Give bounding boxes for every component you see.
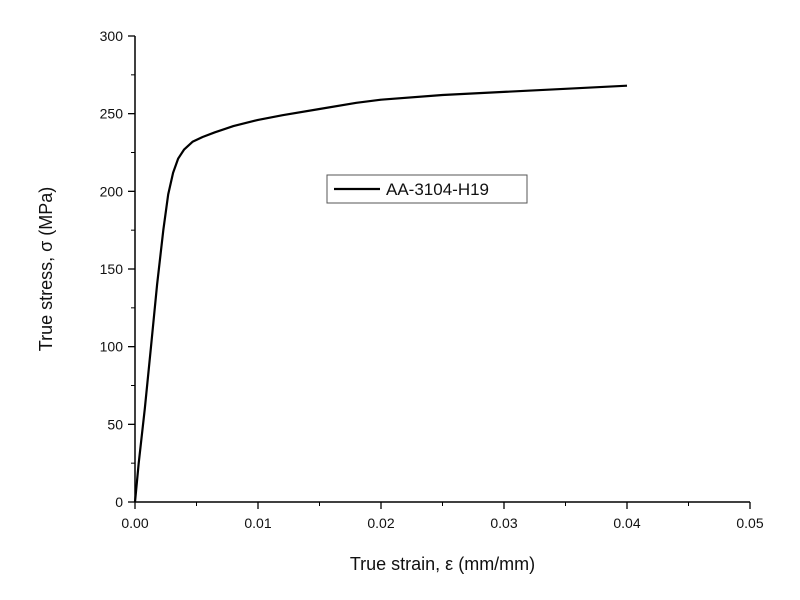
- y-axis-ticks: 0 50 100 150 200 250 300: [100, 28, 135, 510]
- y-tick-label: 200: [100, 183, 124, 199]
- y-tick-label: 150: [100, 261, 124, 277]
- y-tick-label: 50: [107, 416, 123, 432]
- y-tick-label: 0: [115, 494, 123, 510]
- x-tick-label: 0.00: [121, 515, 148, 531]
- y-tick-label: 300: [100, 28, 124, 44]
- series-line-aa-3104-h19: [133, 84, 628, 503]
- y-tick-label: 100: [100, 339, 124, 355]
- x-axis-ticks: 0.00 0.01 0.02 0.03 0.04 0.05: [121, 502, 764, 531]
- y-tick-label: 250: [100, 106, 124, 122]
- legend: AA-3104-H19: [326, 174, 528, 204]
- x-tick-label: 0.05: [736, 515, 763, 531]
- x-axis-label: True strain, ε (mm/mm): [350, 554, 535, 574]
- y-axis-label: True stress, σ (MPa): [36, 187, 56, 351]
- x-tick-label: 0.04: [613, 515, 640, 531]
- x-tick-label: 0.01: [244, 515, 271, 531]
- legend-entry: AA-3104-H19: [386, 180, 489, 199]
- x-tick-label: 0.03: [490, 515, 517, 531]
- x-tick-label: 0.02: [367, 515, 394, 531]
